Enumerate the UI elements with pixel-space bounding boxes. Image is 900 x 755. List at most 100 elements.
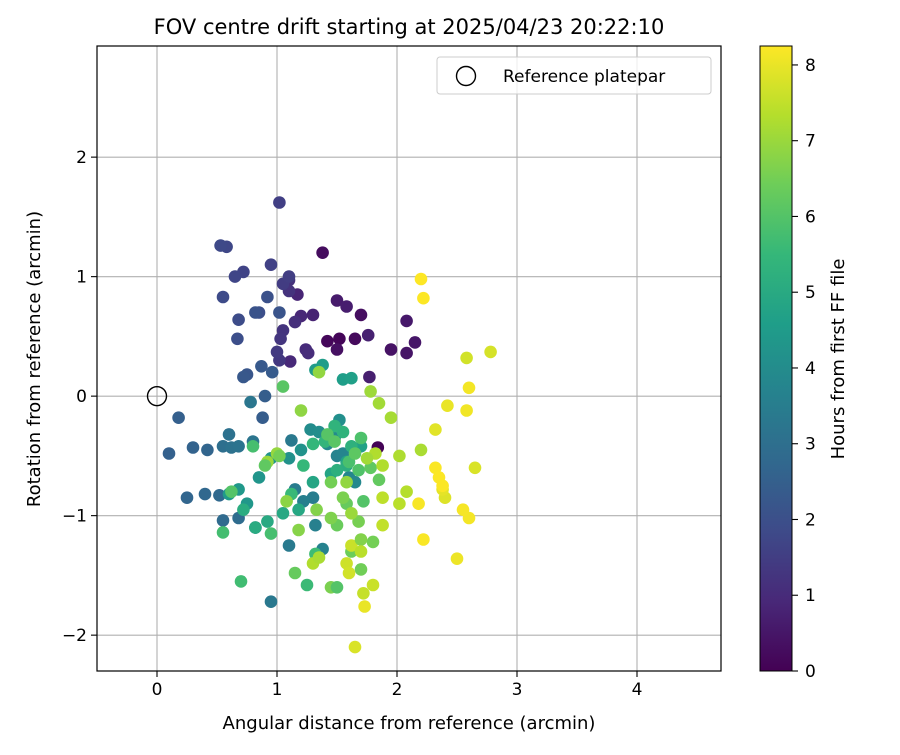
data-point bbox=[345, 507, 358, 520]
data-point bbox=[162, 447, 176, 460]
data-point bbox=[283, 355, 297, 368]
data-point bbox=[441, 399, 454, 413]
data-point bbox=[310, 503, 323, 516]
x-tick-label: 2 bbox=[392, 680, 403, 700]
data-point bbox=[280, 495, 293, 508]
data-point bbox=[261, 515, 274, 528]
colorbar-tick-label: 7 bbox=[805, 132, 816, 152]
data-point bbox=[354, 563, 368, 576]
plot-frame bbox=[96, 45, 722, 672]
data-point bbox=[336, 491, 350, 505]
data-point bbox=[216, 514, 230, 527]
y-axis-ticks: −2 −1 0 1 2 bbox=[62, 148, 97, 646]
data-point bbox=[345, 371, 358, 385]
data-point bbox=[340, 300, 353, 313]
colorbar-ticks: 0 1 2 3 4 5 6 7 8 bbox=[792, 56, 816, 682]
data-point bbox=[348, 640, 362, 654]
colorbar-tick-label: 8 bbox=[805, 56, 816, 76]
data-point bbox=[273, 196, 286, 209]
data-point bbox=[324, 511, 338, 525]
data-point bbox=[186, 441, 200, 454]
data-point bbox=[301, 346, 315, 360]
data-point bbox=[300, 578, 314, 592]
data-point bbox=[358, 600, 371, 613]
data-point bbox=[321, 334, 334, 348]
data-point bbox=[288, 315, 302, 329]
data-point bbox=[214, 239, 227, 252]
data-point bbox=[180, 491, 194, 505]
data-point bbox=[460, 404, 473, 417]
data-point bbox=[237, 370, 250, 384]
data-point bbox=[256, 411, 269, 425]
data-point bbox=[340, 557, 353, 570]
data-point bbox=[468, 461, 482, 475]
colorbar-label: Hours from first FF file bbox=[828, 259, 849, 460]
legend-box bbox=[436, 56, 712, 95]
data-point bbox=[352, 515, 365, 528]
data-point bbox=[222, 428, 236, 441]
colorbar-tick-label: 1 bbox=[805, 586, 816, 606]
grid-lines bbox=[97, 46, 721, 671]
data-point bbox=[198, 487, 212, 501]
data-point bbox=[273, 306, 286, 319]
data-point bbox=[417, 291, 430, 305]
data-point bbox=[228, 270, 242, 283]
data-point bbox=[354, 533, 368, 546]
data-point bbox=[360, 452, 374, 465]
data-point bbox=[354, 545, 368, 558]
data-point bbox=[384, 411, 398, 425]
data-point bbox=[282, 452, 296, 465]
y-tick-label: 0 bbox=[76, 387, 87, 407]
data-point bbox=[285, 434, 298, 447]
data-point bbox=[172, 411, 185, 425]
data-point bbox=[234, 575, 248, 588]
y-tick-label: −1 bbox=[62, 507, 87, 527]
colorbar-tick-label: 6 bbox=[805, 207, 816, 227]
data-point bbox=[292, 523, 305, 537]
data-point bbox=[270, 345, 284, 359]
data-point bbox=[400, 314, 413, 328]
data-point bbox=[348, 332, 362, 346]
x-axis-ticks: 0 1 2 3 4 bbox=[152, 671, 642, 700]
data-point bbox=[276, 507, 290, 520]
data-point bbox=[282, 539, 296, 552]
data-point bbox=[372, 397, 386, 410]
data-point bbox=[450, 552, 464, 565]
y-tick-label: 1 bbox=[76, 268, 87, 288]
data-point bbox=[400, 346, 413, 360]
data-point bbox=[258, 459, 272, 472]
data-point bbox=[393, 497, 406, 511]
data-point bbox=[393, 449, 406, 463]
data-point bbox=[348, 447, 362, 460]
data-point bbox=[342, 566, 356, 580]
colorbar-tick-label: 5 bbox=[805, 283, 816, 303]
data-point bbox=[264, 527, 278, 540]
data-point bbox=[330, 581, 344, 594]
data-point bbox=[354, 308, 368, 322]
data-point bbox=[306, 475, 320, 489]
data-point bbox=[249, 306, 262, 319]
data-point bbox=[354, 431, 368, 445]
colorbar-tick-label: 2 bbox=[805, 510, 816, 530]
data-point bbox=[352, 463, 365, 477]
data-point bbox=[376, 518, 389, 532]
data-point bbox=[232, 440, 245, 453]
data-point bbox=[361, 328, 375, 342]
data-point bbox=[306, 491, 320, 505]
data-point bbox=[372, 473, 386, 487]
legend-marker-reference bbox=[455, 65, 477, 87]
data-point bbox=[462, 381, 476, 395]
data-point bbox=[456, 503, 470, 516]
data-point bbox=[264, 595, 278, 608]
data-point bbox=[324, 475, 338, 489]
data-point bbox=[274, 332, 287, 346]
data-point bbox=[216, 290, 230, 304]
data-point bbox=[288, 566, 302, 580]
data-point bbox=[333, 332, 346, 346]
legend: Reference platepar bbox=[436, 56, 712, 95]
points-layer bbox=[146, 196, 497, 654]
colorbar-tick-label: 4 bbox=[805, 359, 816, 379]
data-point bbox=[328, 419, 341, 433]
